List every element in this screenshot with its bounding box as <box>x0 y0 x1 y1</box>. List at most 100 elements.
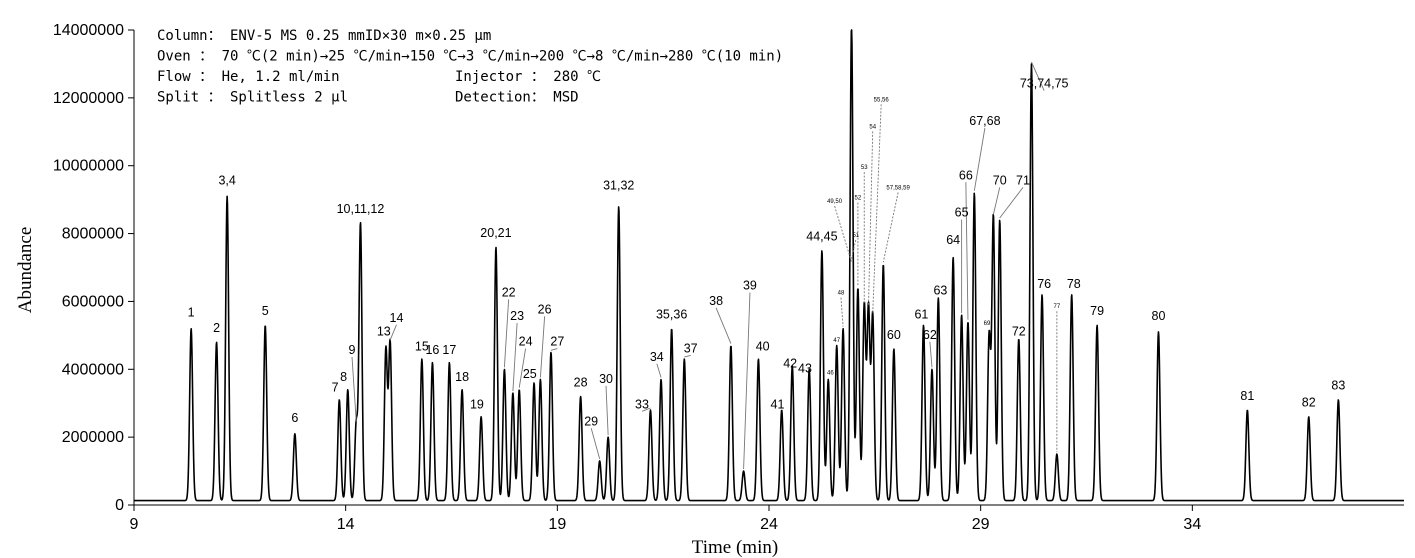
peak-label: 24 <box>519 335 533 349</box>
peak-label: 43 <box>798 362 812 376</box>
peak-label: 20,21 <box>480 226 511 240</box>
peak-label: 66 <box>959 168 973 182</box>
peak-label: 18 <box>455 370 469 384</box>
peak-label: 16 <box>425 343 439 357</box>
info-line: Column： ENV-5 MS 0.25 mmID×30 m×0.25 μm <box>157 28 491 44</box>
peak-label: 51 <box>852 233 859 239</box>
x-axis-label: Time (min) <box>692 537 778 558</box>
peak-leader-line <box>684 354 691 358</box>
peak-leader-line <box>550 348 558 351</box>
peak-label: 60 <box>887 328 901 342</box>
peak-label: 26 <box>538 302 552 316</box>
x-tick-label: 14 <box>337 516 355 533</box>
info-line-right: Injector ： 280 ℃ <box>455 69 601 85</box>
peak-leader-line <box>872 104 882 314</box>
peak-label: 41 <box>771 397 785 411</box>
peak-label: 76 <box>1037 277 1051 291</box>
peak-label: 78 <box>1067 277 1081 291</box>
peak-label: 77 <box>1054 304 1061 310</box>
y-axis-label: Abundance <box>15 227 36 314</box>
peak-label: 33 <box>635 397 649 411</box>
peak-leader-line <box>743 292 751 470</box>
peak-leader-line <box>539 316 546 378</box>
peak-leader-line <box>1031 61 1045 91</box>
peak-label: 71 <box>1016 173 1030 187</box>
peak-label: 23 <box>510 309 524 323</box>
peak-label: 79 <box>1090 304 1104 318</box>
peak-leader-line <box>973 127 986 191</box>
peak-leader-line <box>929 341 933 368</box>
info-line: Flow ： He, 1.2 ml/min <box>157 69 340 85</box>
peak-label: 15 <box>415 340 429 354</box>
peak-label: 83 <box>1331 379 1345 393</box>
peak-leader-line <box>999 187 1024 219</box>
peak-leader-line <box>641 407 651 412</box>
peak-leader-line <box>605 385 609 436</box>
peak-label: 70 <box>993 173 1007 187</box>
peak-label: 63 <box>933 284 947 298</box>
peak-leader-line <box>715 307 732 344</box>
peak-leader-line <box>868 131 874 307</box>
peak-label: 22 <box>502 285 516 299</box>
peak-leader-line <box>512 323 518 392</box>
peak-label: 38 <box>709 294 723 308</box>
peak-label: 14 <box>390 311 404 325</box>
peak-label: 3,4 <box>218 173 235 187</box>
peak-label: 1 <box>188 306 195 320</box>
y-tick-label: 2000000 <box>62 429 124 446</box>
peak-label: 64 <box>946 233 960 247</box>
peak-leader-line <box>834 205 852 263</box>
info-line-right: Detection： MSD <box>455 90 579 106</box>
peak-leader-line <box>882 192 899 263</box>
peak-label: 49,50 <box>827 199 843 205</box>
peak-label: 65 <box>955 206 969 220</box>
y-tick-label: 6000000 <box>62 293 124 310</box>
peak-label: 6 <box>291 411 298 425</box>
peak-label: 39 <box>743 279 757 293</box>
peak-leader-line <box>503 299 510 368</box>
info-box: Column： ENV-5 MS 0.25 mmID×30 m×0.25 μm O… <box>157 28 783 106</box>
x-tick-label: 9 <box>130 516 139 533</box>
y-tick-label: 12000000 <box>53 90 124 107</box>
peak-label: 8 <box>340 370 347 384</box>
peak-label: 62 <box>923 328 937 342</box>
peak-label: 69 <box>984 321 991 327</box>
peak-label: 35,36 <box>656 307 687 321</box>
peak-label: 47 <box>833 338 840 344</box>
y-tick-label: 14000000 <box>53 22 124 39</box>
peak-label: 42 <box>783 357 797 371</box>
peak-label: 48 <box>838 291 845 297</box>
peak-label: 80 <box>1152 309 1166 323</box>
peak-label: 5 <box>262 304 269 318</box>
info-line: Oven ： 70 ℃(2 min)→25 ℃/min→150 ℃→3 ℃/mi… <box>157 49 783 65</box>
peak-leader-line <box>351 356 357 422</box>
peak-label: 17 <box>442 343 456 357</box>
x-tick-label: 19 <box>548 516 566 533</box>
peak-label: 13 <box>377 324 391 338</box>
x-tick-label: 29 <box>972 516 990 533</box>
peak-label: 53 <box>861 165 868 171</box>
x-tick-label: 34 <box>1183 516 1201 533</box>
peak-leader-line <box>992 187 1001 215</box>
peak-label: 46 <box>827 370 834 376</box>
peak-label: 61 <box>914 307 928 321</box>
peak-label: 82 <box>1302 396 1316 410</box>
peak-leader-line <box>389 324 397 341</box>
peak-label: 31,32 <box>603 178 634 192</box>
peak-label: 44,45 <box>806 229 837 243</box>
x-tick-label: 24 <box>760 516 778 533</box>
chromatogram-trace <box>133 29 1405 502</box>
peak-label: 55,56 <box>874 97 890 103</box>
y-tick-label: 0 <box>115 497 124 514</box>
peak-label: 34 <box>650 350 664 364</box>
peak-leader-line <box>965 182 969 320</box>
peak-label: 67,68 <box>969 114 1000 128</box>
peak-label: 2 <box>213 321 220 335</box>
info-line: Split ： Splitless 2 μl <box>157 90 348 106</box>
y-tick-label: 10000000 <box>53 158 124 175</box>
peak-label: 7 <box>332 380 339 394</box>
peak-leader-line <box>656 363 662 378</box>
peak-label: 19 <box>470 397 484 411</box>
